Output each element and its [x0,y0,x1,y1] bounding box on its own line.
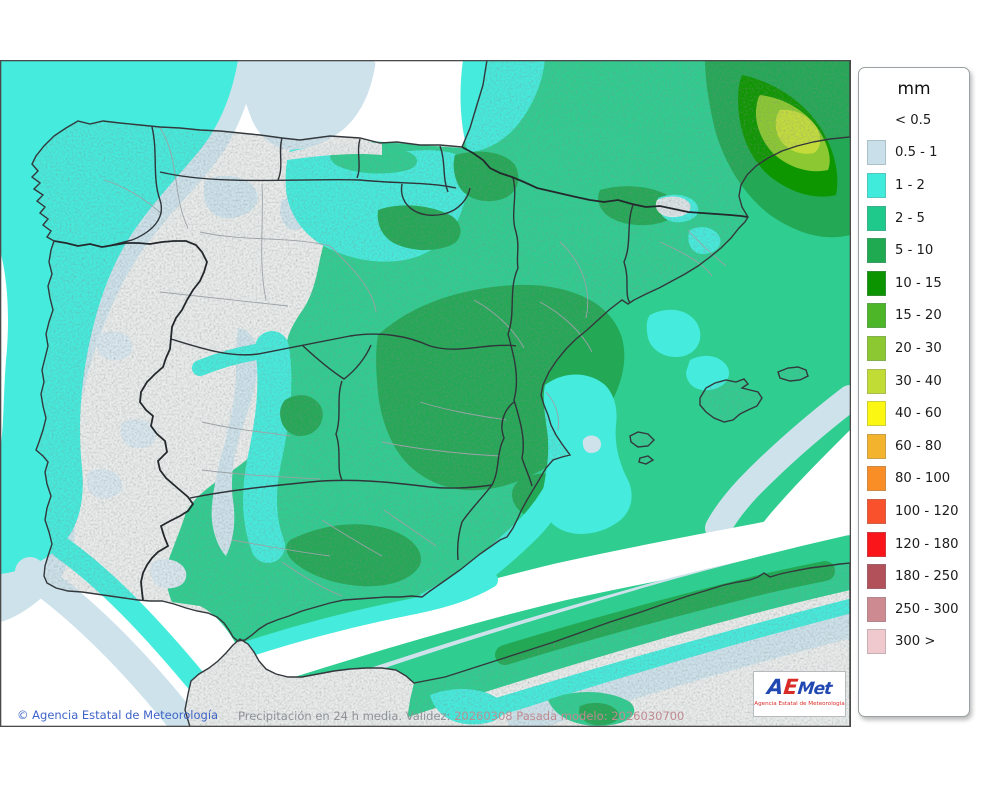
legend-row: 120 - 180 [859,528,969,561]
legend-title: mm [897,79,931,99]
legend-row: 100 - 120 [859,495,969,528]
country-borders [53,146,749,601]
legend-chip [867,498,886,524]
caption-model-label: Pasada modelo: [512,709,612,723]
legend-row: 180 - 250 [859,560,969,593]
legend-chip [867,368,886,394]
legend-row: 15 - 20 [859,300,969,333]
legend-row: 250 - 300 [859,593,969,626]
legend-row: 30 - 40 [859,365,969,398]
legend-row: 2 - 5 [859,202,969,235]
legend-chip [867,140,886,166]
province-borders [103,127,727,597]
region-borders [103,126,634,561]
legend-chip [867,270,886,296]
legend-chip [867,172,886,198]
legend-row: 300 > [859,626,969,659]
legend-row: 80 - 100 [859,463,969,496]
caption-model-run: 2026030700 [611,709,685,723]
precipitation-map [0,60,851,727]
aemet-logo: AEMet Agencia Estatal de Meteorología [753,671,846,717]
copyright-notice: © Agencia Estatal de Meteorología [17,708,219,722]
caption-validity: 20260308 [454,709,513,723]
caption-title: Precipitación en 24 h media. Validez: [238,709,455,723]
legend-row: 0.5 - 1 [859,137,969,170]
legend-chip [867,238,886,264]
legend-chip [867,205,886,231]
legend-chip [867,466,886,492]
map-frame [0,60,851,727]
legend-chip [867,335,886,361]
legend-row: 40 - 60 [859,397,969,430]
legend-row: 5 - 10 [859,234,969,267]
legend-chip [867,564,886,590]
aemet-logo-subtitle: Agencia Estatal de Meteorología [754,701,845,707]
legend-chip [867,303,886,329]
legend-chip [867,531,886,557]
legend-chip [867,596,886,622]
aemet-logo-word: AEMet [766,675,833,699]
legend-row: 10 - 15 [859,267,969,300]
legend-row: < 0.5 [895,112,932,128]
precipitation-legend: mm < 0.5 0.5 - 1 1 - 2 2 - 5 5 - 10 10 -… [858,67,970,717]
legend-chip [867,401,886,427]
legend-row: 1 - 2 [859,169,969,202]
legend-chip [867,433,886,459]
legend-row: 60 - 80 [859,430,969,463]
legend-row: 20 - 30 [859,332,969,365]
legend-chip [867,629,886,655]
map-caption: Precipitación en 24 h media. Validez: 20… [238,709,684,723]
